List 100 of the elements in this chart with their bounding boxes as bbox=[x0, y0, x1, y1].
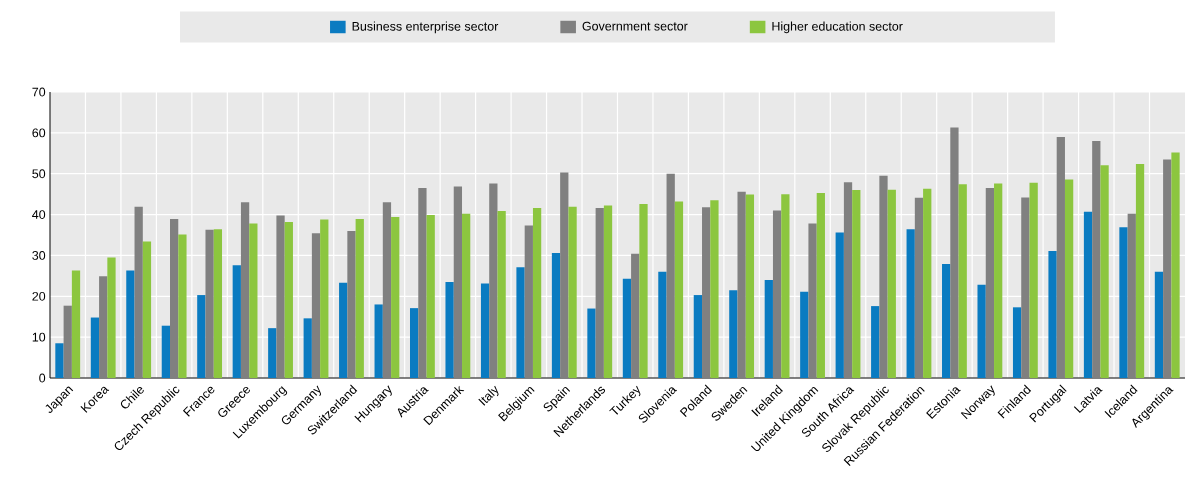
bar bbox=[622, 278, 632, 378]
bar bbox=[276, 215, 285, 378]
y-tick-label: 60 bbox=[32, 128, 46, 138]
bar bbox=[268, 328, 277, 378]
bar bbox=[887, 189, 896, 378]
legend-label: Business enterprise sector bbox=[352, 21, 499, 34]
bar bbox=[595, 208, 604, 378]
bar bbox=[107, 257, 116, 378]
bar bbox=[480, 283, 490, 378]
bar bbox=[674, 201, 684, 378]
bar bbox=[879, 175, 888, 378]
bar bbox=[710, 200, 719, 378]
bar bbox=[808, 223, 817, 378]
bar bbox=[551, 252, 561, 378]
bar bbox=[958, 184, 967, 378]
bar bbox=[178, 234, 187, 378]
x-tick-label: Italy bbox=[478, 385, 499, 406]
bar bbox=[745, 194, 755, 378]
bar bbox=[871, 306, 880, 378]
bar bbox=[942, 264, 951, 378]
bar bbox=[587, 308, 596, 378]
bar bbox=[560, 172, 569, 378]
bar bbox=[1092, 141, 1101, 378]
bar bbox=[603, 205, 613, 378]
bar bbox=[1083, 211, 1093, 378]
bar bbox=[205, 229, 214, 378]
bar bbox=[445, 281, 454, 378]
bar bbox=[914, 197, 924, 378]
bar bbox=[1029, 182, 1038, 378]
bar bbox=[772, 210, 782, 378]
bar bbox=[90, 317, 100, 378]
bar bbox=[161, 325, 170, 378]
bar bbox=[197, 295, 206, 378]
bar bbox=[303, 318, 312, 378]
bar bbox=[800, 291, 809, 378]
bar bbox=[639, 203, 648, 378]
bar bbox=[213, 229, 223, 378]
bar bbox=[631, 253, 640, 378]
y-tick-label: 40 bbox=[32, 210, 46, 219]
y-tick-label: 0 bbox=[39, 373, 46, 383]
bar bbox=[426, 214, 435, 378]
legend-label: Higher education sector bbox=[772, 21, 903, 34]
bar bbox=[923, 188, 932, 378]
bar bbox=[1100, 165, 1109, 378]
bar bbox=[524, 225, 533, 378]
bar bbox=[347, 230, 356, 378]
bar bbox=[1119, 227, 1128, 378]
bar bbox=[568, 206, 577, 378]
bar bbox=[843, 182, 853, 378]
bar bbox=[1012, 307, 1022, 378]
bar bbox=[99, 276, 108, 378]
bar bbox=[462, 213, 471, 378]
bar bbox=[142, 241, 152, 378]
bar bbox=[410, 308, 419, 378]
bar bbox=[532, 208, 542, 378]
bar bbox=[232, 265, 241, 378]
bar bbox=[906, 229, 915, 378]
bar bbox=[1171, 152, 1180, 378]
bar bbox=[1048, 250, 1057, 378]
bar bbox=[516, 267, 525, 378]
bar bbox=[1163, 159, 1172, 378]
bar bbox=[764, 279, 773, 378]
bar bbox=[729, 290, 738, 378]
bar bbox=[693, 295, 703, 378]
bar bbox=[339, 282, 348, 378]
bar bbox=[816, 192, 825, 378]
y-tick-label: 70 bbox=[32, 87, 46, 97]
y-tick-label: 50 bbox=[32, 169, 46, 179]
bar bbox=[985, 188, 995, 378]
bar bbox=[737, 191, 746, 378]
bar bbox=[489, 183, 498, 378]
bar bbox=[1127, 213, 1136, 378]
bar bbox=[134, 206, 143, 378]
bar bbox=[835, 232, 844, 378]
legend-label: Government sector bbox=[582, 21, 688, 31]
bar bbox=[320, 219, 329, 378]
bar bbox=[1154, 271, 1164, 378]
bar bbox=[240, 202, 250, 378]
bar bbox=[950, 127, 959, 378]
bar bbox=[852, 190, 861, 378]
bar bbox=[1021, 197, 1030, 378]
bar bbox=[71, 270, 81, 378]
bar bbox=[374, 304, 383, 378]
bar bbox=[170, 219, 179, 378]
bar bbox=[702, 207, 711, 378]
bar bbox=[453, 186, 463, 378]
bar bbox=[311, 233, 321, 378]
bar bbox=[1064, 179, 1074, 378]
bar bbox=[249, 223, 258, 378]
bar bbox=[497, 210, 506, 378]
y-tick-label: 30 bbox=[32, 251, 46, 260]
bar bbox=[382, 202, 392, 378]
bar bbox=[666, 173, 675, 378]
bar bbox=[977, 284, 986, 378]
bar bbox=[55, 343, 64, 378]
bar bbox=[658, 271, 667, 378]
y-tick-label: 10 bbox=[32, 332, 46, 342]
bar bbox=[284, 221, 293, 378]
y-tick-label: 20 bbox=[32, 291, 46, 301]
bar bbox=[994, 183, 1003, 378]
